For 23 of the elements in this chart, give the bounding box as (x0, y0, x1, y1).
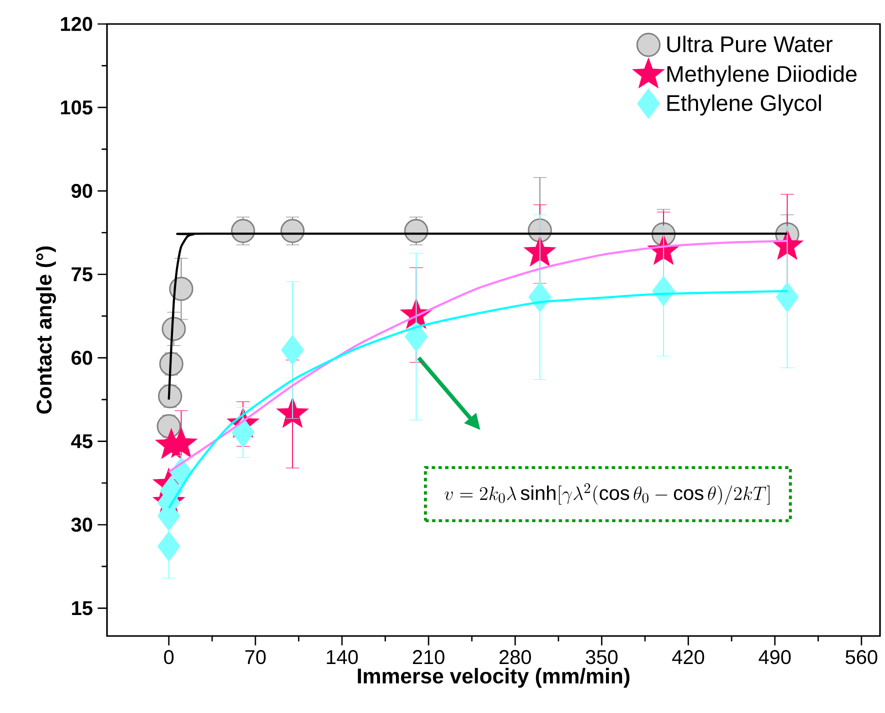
x-tick-label: 490 (758, 650, 791, 664)
y-tick-label: 75 (72, 267, 92, 282)
x-axis-title: Immerse velocity (mm/min) (358, 668, 630, 688)
x-tick-label: 70 (245, 650, 266, 664)
annotation: $v = 2k_0\lambda\sinh[\gamma\lambda^2(\cos\theta_0 - \cos\theta) / 2kT]$ (444, 483, 770, 505)
y-tick-label: 90 (71, 184, 92, 198)
x-tick-label: 350 (586, 650, 618, 664)
legend-label: Ultra Pure Water (667, 36, 833, 52)
x-tick-label: 0 (164, 650, 174, 664)
y-tick-label: 30 (71, 518, 92, 532)
legend-label: Ethylene Glycol (667, 94, 821, 116)
x-tick-label: 140 (326, 650, 358, 664)
x-tick-label: 420 (672, 650, 704, 664)
y-tick-label: 45 (71, 434, 92, 448)
x-tick-label: 280 (500, 650, 531, 664)
y-tick-label: 105 (60, 100, 92, 114)
y-tick-label: 60 (72, 350, 92, 365)
y-tick-label: 120 (60, 16, 92, 32)
y-tick-label: 15 (72, 601, 92, 616)
legend-label: Methylene Diiodide (667, 65, 857, 86)
x-tick-label: 560 (846, 650, 878, 664)
y-axis-title: Contact angle (°) (36, 246, 56, 414)
x-tick-label: 210 (412, 650, 444, 664)
